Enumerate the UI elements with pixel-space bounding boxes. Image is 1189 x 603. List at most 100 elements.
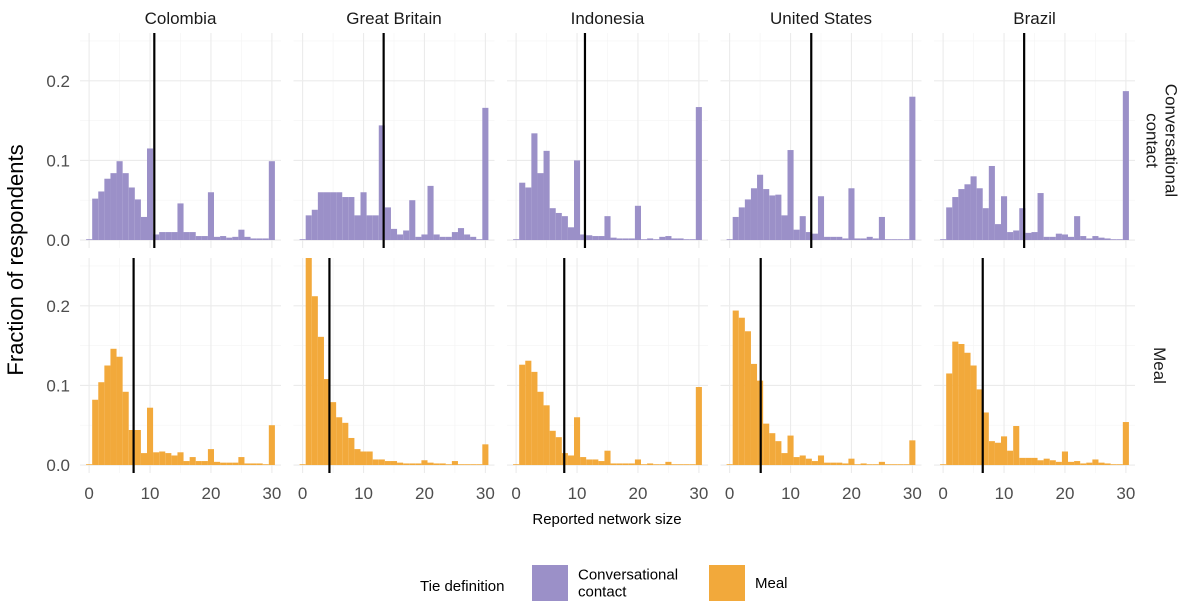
histogram-bar xyxy=(1055,233,1062,241)
histogram-bar xyxy=(970,176,977,241)
histogram-bar xyxy=(1043,458,1050,466)
histogram-bar xyxy=(982,412,989,466)
histogram-bar xyxy=(897,239,904,241)
histogram-bar xyxy=(195,236,202,241)
histogram-bar xyxy=(323,379,331,466)
histogram-bar xyxy=(543,150,550,241)
x-tick-label: 30 xyxy=(1116,484,1135,503)
histogram-bar xyxy=(854,238,861,241)
histogram-bar xyxy=(781,215,788,241)
histogram-bar xyxy=(610,463,617,466)
histogram-bar xyxy=(384,461,391,466)
facet-strip-meal: Meal xyxy=(1150,347,1169,384)
histogram-bar xyxy=(513,464,520,466)
x-tick-label: 10 xyxy=(781,484,800,503)
histogram-bar xyxy=(457,464,465,466)
histogram-bar xyxy=(360,192,367,241)
histogram-bar xyxy=(250,238,257,241)
histogram-bar xyxy=(409,463,416,466)
histogram-bar xyxy=(183,461,190,466)
histogram-bar xyxy=(1086,238,1093,241)
histogram-bar xyxy=(195,461,202,466)
histogram-bar xyxy=(201,236,208,241)
histogram-bar xyxy=(348,437,355,466)
histogram-bar xyxy=(738,207,745,241)
histogram-bar xyxy=(994,224,1001,241)
histogram-bar xyxy=(171,232,178,241)
histogram-bar xyxy=(757,174,764,241)
histogram-bar xyxy=(659,236,666,241)
histogram-bar xyxy=(574,160,581,241)
histogram-bar xyxy=(439,236,446,241)
x-tick-label: 20 xyxy=(628,484,647,503)
histogram-bar xyxy=(336,417,343,466)
x-tick-label: 30 xyxy=(262,484,281,503)
histogram-bar xyxy=(598,236,605,241)
histogram-bar xyxy=(616,238,623,241)
histogram-bar xyxy=(134,430,141,466)
histogram-bar xyxy=(946,373,953,466)
x-tick-label: 20 xyxy=(1055,484,1074,503)
histogram-bar xyxy=(134,199,141,241)
histogram-bar xyxy=(226,462,233,466)
histogram-bar xyxy=(555,212,562,241)
histogram-bar xyxy=(543,405,550,466)
histogram-bar xyxy=(92,198,99,241)
facet-strip-brazil: Brazil xyxy=(1013,9,1056,28)
y-tick-label: 0.0 xyxy=(46,456,70,475)
x-tick-label: 30 xyxy=(689,484,708,503)
histogram-bar xyxy=(549,430,556,466)
histogram-bar xyxy=(482,107,489,241)
legend-label: Conversational contact xyxy=(578,567,678,601)
histogram-bar xyxy=(226,237,233,241)
histogram-bar xyxy=(695,107,702,241)
histogram-bar xyxy=(781,453,788,466)
histogram-bar xyxy=(842,463,849,466)
y-tick-label: 0.2 xyxy=(46,297,70,316)
histogram-bar xyxy=(464,464,471,466)
x-tick-label: 10 xyxy=(995,484,1014,503)
histogram-bar xyxy=(531,371,538,466)
histogram-bar xyxy=(98,382,105,466)
histogram-bar xyxy=(189,457,196,466)
legend-key xyxy=(709,565,745,601)
histogram-bar xyxy=(207,192,214,241)
x-tick-label: 0 xyxy=(938,484,947,503)
histogram-bar xyxy=(641,464,648,466)
histogram-bar xyxy=(946,207,953,241)
histogram-bar xyxy=(970,365,977,466)
histogram-bar xyxy=(1104,463,1111,466)
histogram-bar xyxy=(323,192,331,241)
histogram-bar xyxy=(872,464,879,466)
histogram-bar xyxy=(421,234,428,241)
histogram-bar xyxy=(769,433,776,466)
histogram-bar xyxy=(750,363,758,466)
histogram-bar xyxy=(872,238,879,241)
histogram-bar xyxy=(574,417,581,466)
histogram-bar xyxy=(586,459,593,466)
histogram-bar xyxy=(744,199,751,241)
histogram-bar xyxy=(909,96,916,241)
histogram-bar xyxy=(891,464,898,466)
histogram-bar xyxy=(994,442,1001,466)
histogram-bar xyxy=(537,173,544,241)
histogram-bar xyxy=(1013,230,1020,241)
histogram-bar xyxy=(305,258,312,466)
histogram-bar xyxy=(824,462,831,466)
histogram-bar xyxy=(397,234,404,241)
histogram-bar xyxy=(348,197,355,241)
histogram-bar xyxy=(1104,238,1111,241)
histogram-bar xyxy=(958,344,965,466)
x-tick-label: 10 xyxy=(354,484,373,503)
histogram-bar xyxy=(848,188,855,241)
histogram-bar xyxy=(561,216,568,241)
histogram-bar xyxy=(878,216,885,241)
histogram-bar xyxy=(457,228,465,241)
histogram-bar xyxy=(104,178,111,241)
histogram-bar xyxy=(1098,462,1105,466)
histogram-bar xyxy=(1110,464,1117,466)
histogram-bar xyxy=(1031,232,1038,241)
histogram-bar xyxy=(256,238,263,241)
x-tick-label: 30 xyxy=(476,484,495,503)
histogram-bar xyxy=(317,336,324,466)
